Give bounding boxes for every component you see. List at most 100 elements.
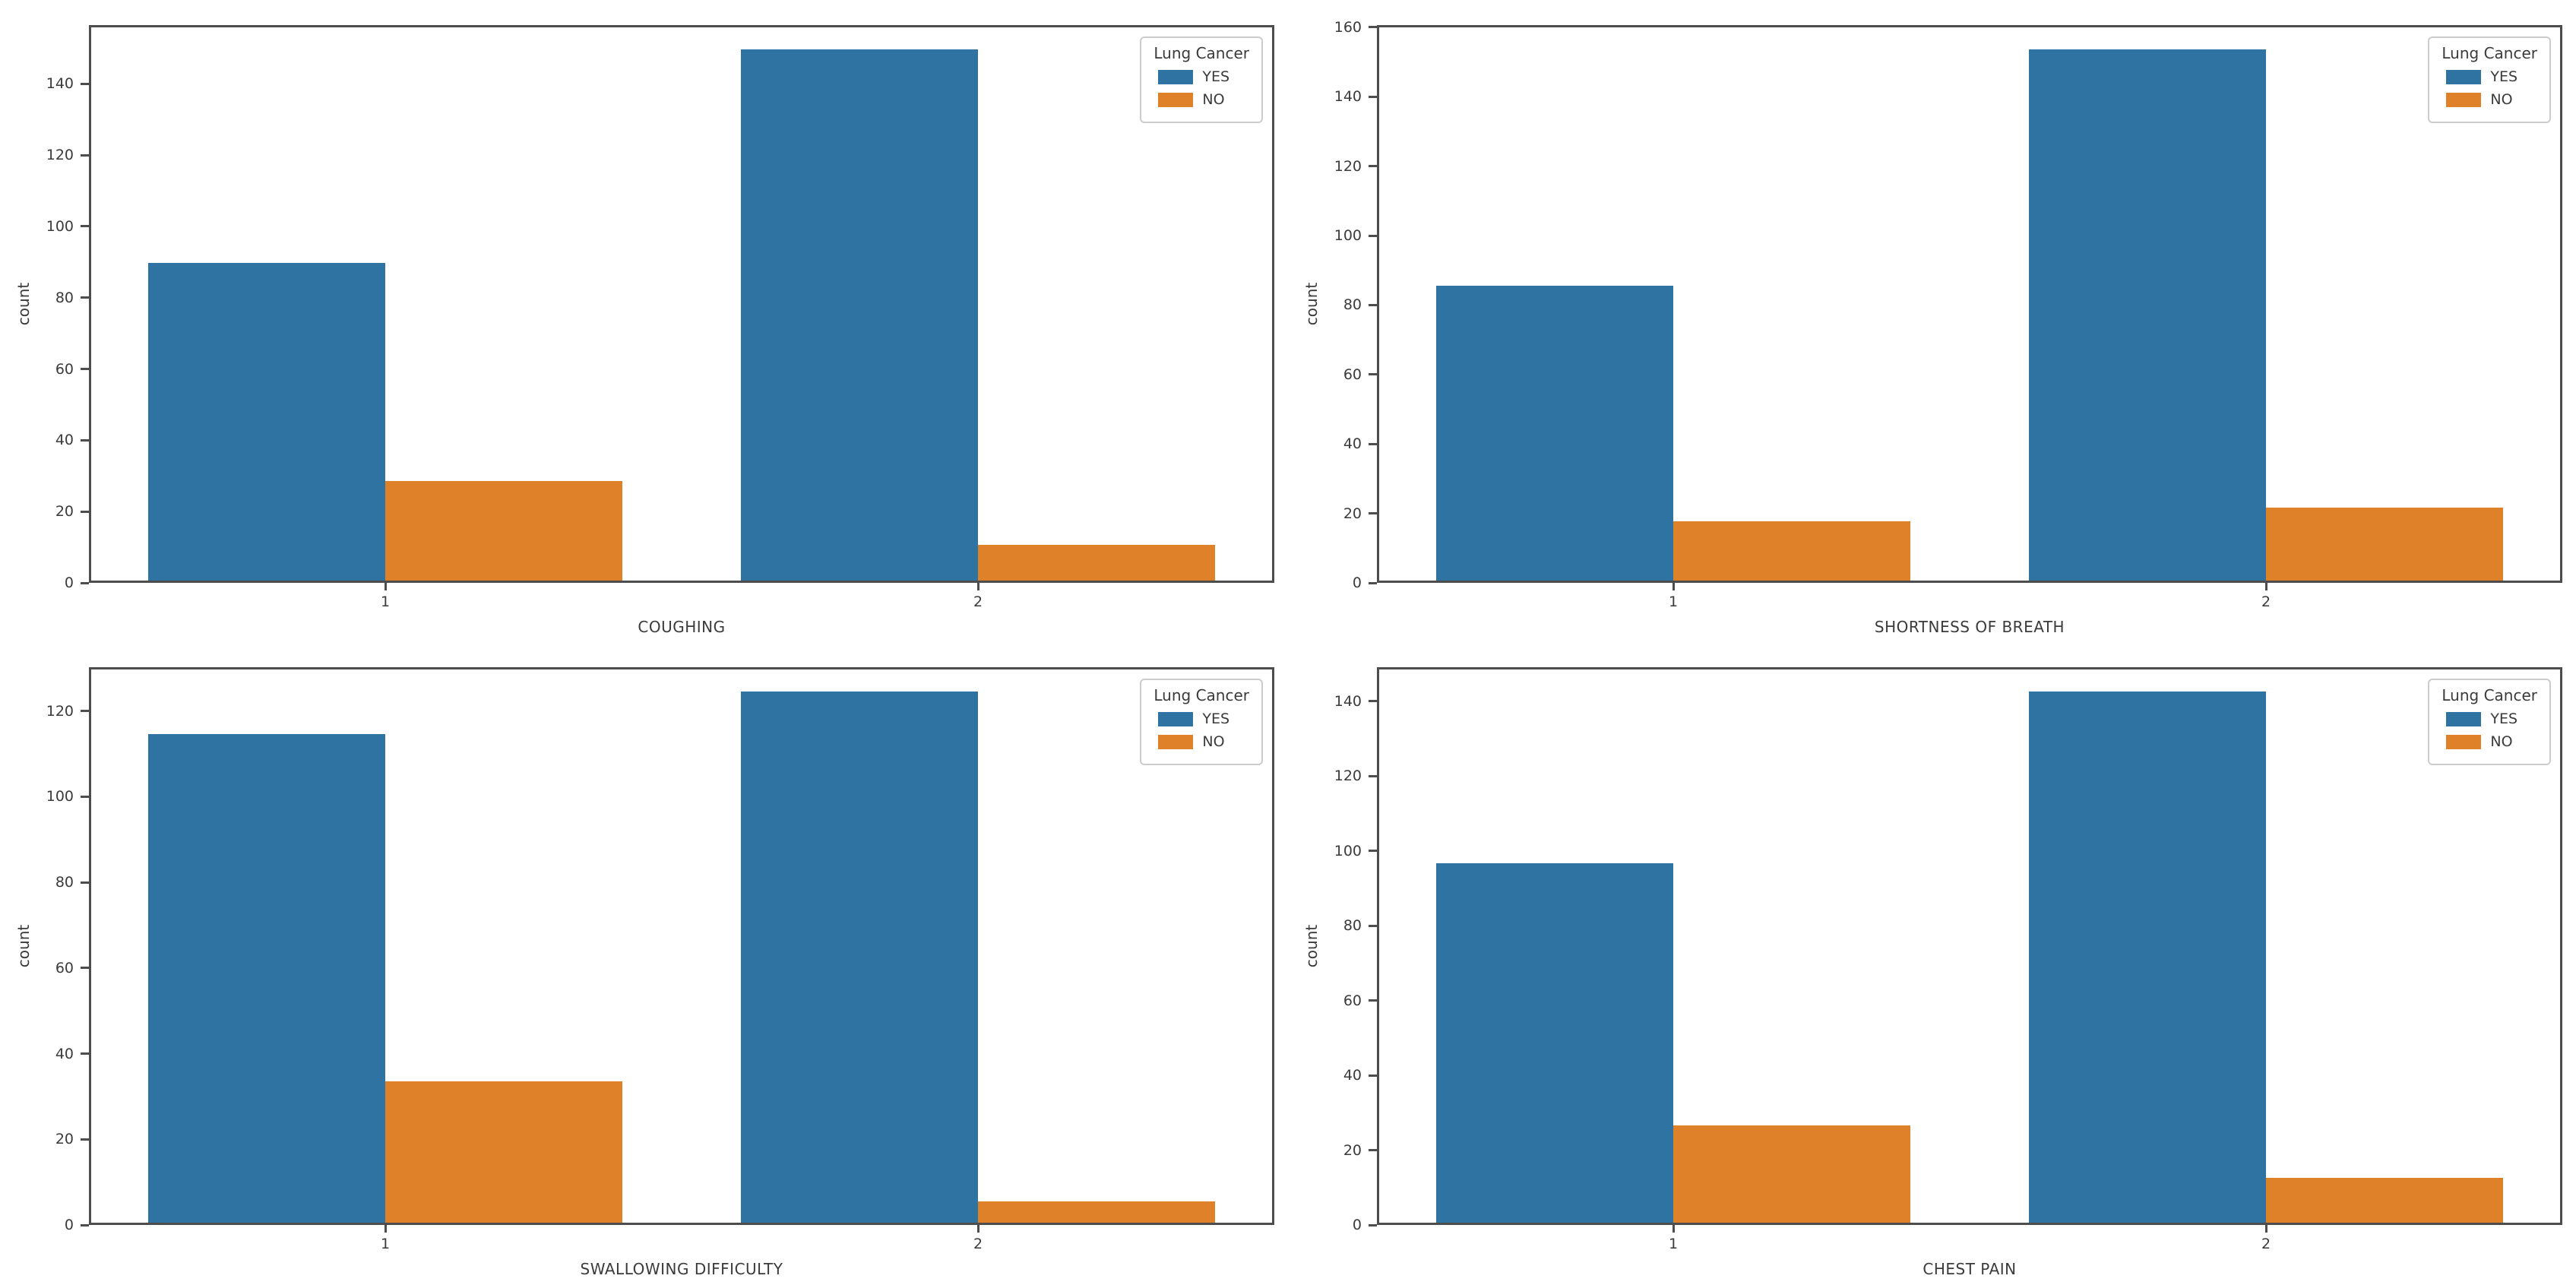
y-tick-mark: [81, 296, 89, 299]
y-tick-mark: [81, 581, 89, 584]
y-tick-mark: [1369, 1149, 1377, 1152]
y-axis-title-wrap: count: [11, 667, 36, 1225]
bar-yes-cat2: [2029, 49, 2266, 581]
y-tick-label: 100: [1334, 227, 1362, 245]
x-tick-label: 2: [2261, 1236, 2271, 1252]
y-tick-label: 80: [1343, 296, 1362, 314]
x-tick-mark: [976, 583, 979, 590]
legend-swatch-no-icon: [2446, 734, 2482, 749]
legend-row-yes: YES: [1158, 711, 1249, 727]
legend-label-yes: YES: [2490, 711, 2518, 727]
legend-title: Lung Cancer: [2442, 44, 2537, 62]
legend-row-no: NO: [1158, 91, 1249, 108]
y-tick-mark: [81, 1223, 89, 1226]
legend-label-no: NO: [2490, 733, 2513, 750]
legend-swatch-no-icon: [1158, 734, 1194, 749]
y-tick-mark: [81, 967, 89, 970]
y-tick-label: 20: [1343, 1141, 1362, 1159]
y-tick-mark: [81, 510, 89, 513]
legend-row-yes: YES: [1158, 68, 1249, 85]
y-tick-label: 100: [1334, 842, 1362, 859]
legend-label-no: NO: [1202, 733, 1225, 750]
plot-area: Lung Cancer YES NO: [89, 25, 1274, 583]
y-tick-label: 80: [55, 289, 74, 306]
x-tick-label: 1: [380, 593, 391, 610]
y-tick-mark: [1369, 850, 1377, 853]
legend-label-yes: YES: [2490, 68, 2518, 85]
y-tick-mark: [1369, 165, 1377, 168]
y-axis-title: count: [14, 924, 33, 968]
legend: Lung Cancer YES NO: [2428, 36, 2551, 123]
legend-title: Lung Cancer: [2442, 686, 2537, 704]
y-tick-label: 80: [1343, 917, 1362, 935]
y-tick-mark: [1369, 774, 1377, 777]
y-tick-label: 0: [64, 1217, 74, 1233]
y-tick-label: 100: [46, 788, 74, 805]
plot-area: Lung Cancer YES NO: [1377, 667, 2562, 1225]
y-tick-label: 120: [1334, 768, 1362, 785]
bar-no-cat2: [2266, 508, 2503, 581]
y-tick-mark: [81, 881, 89, 884]
legend-swatch-no-icon: [1158, 92, 1194, 107]
x-tick-mark: [384, 1225, 387, 1233]
y-tick-label: 0: [1352, 1217, 1362, 1233]
y-tick-mark: [1369, 1223, 1377, 1226]
y-axis-title: count: [1302, 282, 1321, 326]
y-tick-label: 20: [55, 1131, 74, 1148]
bar-no-cat2: [2266, 1177, 2503, 1223]
y-tick-label: 40: [55, 432, 74, 449]
legend-label-no: NO: [1202, 91, 1225, 108]
legend-row-yes: YES: [2446, 68, 2537, 85]
x-tick-mark: [2264, 1225, 2267, 1233]
y-axis-title-wrap: count: [11, 25, 36, 583]
bar-yes-cat2: [2029, 691, 2266, 1223]
y-tick-label: 100: [46, 217, 74, 235]
y-tick-mark: [81, 82, 89, 85]
y-tick-mark: [1369, 924, 1377, 927]
y-axis-title: count: [1302, 924, 1321, 968]
y-tick-label: 40: [55, 1045, 74, 1062]
y-tick-mark: [1369, 234, 1377, 237]
y-tick-label: 140: [1334, 88, 1362, 106]
y-tick-mark: [81, 438, 89, 442]
y-axis-title-wrap: count: [1299, 667, 1324, 1225]
y-tick-label: 20: [1343, 505, 1362, 522]
bar-no-cat1: [1673, 521, 1910, 581]
y-tick-label: 0: [1352, 574, 1362, 591]
y-tick-mark: [81, 154, 89, 157]
legend-title: Lung Cancer: [1154, 686, 1249, 704]
x-axis-title: SHORTNESS OF BREATH: [1874, 618, 2065, 636]
bar-yes-cat1: [148, 263, 385, 581]
y-tick-label: 0: [64, 574, 74, 591]
x-tick-label: 2: [973, 593, 983, 610]
plot-area: Lung Cancer YES NO: [1377, 25, 2562, 583]
legend-label-no: NO: [2490, 91, 2513, 108]
legend-row-no: NO: [2446, 91, 2537, 108]
y-tick-mark: [1369, 700, 1377, 703]
plot-area: Lung Cancer YES NO: [89, 667, 1274, 1225]
y-tick-label: 40: [1343, 435, 1362, 453]
legend-swatch-no-icon: [2446, 92, 2482, 107]
y-tick-label: 140: [1334, 692, 1362, 710]
x-tick-label: 1: [380, 1236, 391, 1252]
y-tick-label: 160: [1334, 18, 1362, 36]
legend-swatch-yes-icon: [2446, 69, 2482, 84]
y-axis-title: count: [14, 282, 33, 326]
x-tick-mark: [976, 1225, 979, 1233]
bar-no-cat1: [385, 1081, 622, 1223]
legend: Lung Cancer YES NO: [2428, 679, 2551, 765]
subplot-swallowing-difficulty: Lung Cancer YES NO 0 20 40 60 80 100 120 1 2 SWALLOW…: [0, 642, 1288, 1285]
bar-no-cat2: [978, 1201, 1215, 1223]
legend-label-yes: YES: [1202, 68, 1230, 85]
legend-label-yes: YES: [1202, 711, 1230, 727]
legend-row-yes: YES: [2446, 711, 2537, 727]
y-tick-label: 120: [46, 147, 74, 163]
x-tick-label: 2: [973, 1236, 983, 1252]
x-tick-label: 1: [1668, 593, 1679, 610]
bar-yes-cat1: [148, 734, 385, 1223]
y-tick-mark: [1369, 373, 1377, 376]
y-tick-mark: [1369, 581, 1377, 584]
bar-yes-cat1: [1436, 863, 1673, 1223]
y-tick-mark: [1369, 512, 1377, 515]
y-tick-mark: [1369, 999, 1377, 1002]
